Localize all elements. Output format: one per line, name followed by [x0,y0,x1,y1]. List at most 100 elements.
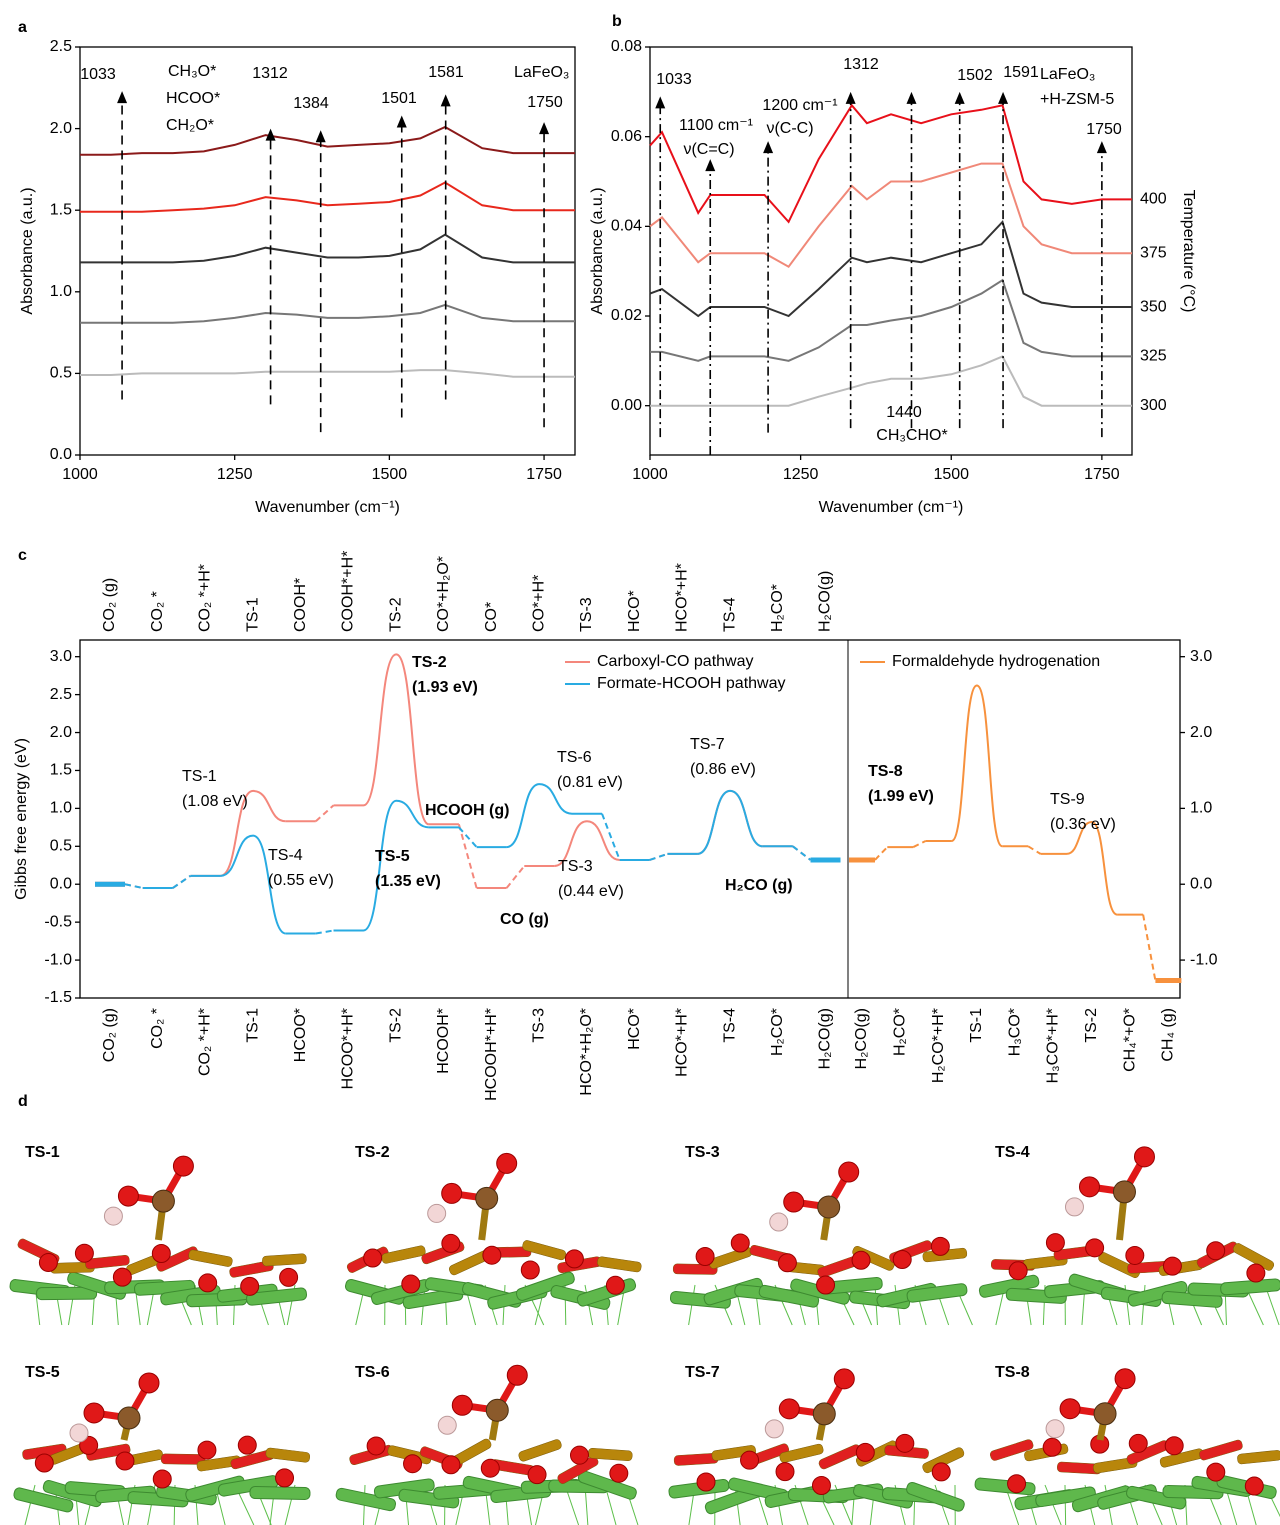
y-tick-label: 1.0 [50,800,72,817]
structure-label: TS-6 [355,1364,390,1381]
structure-label: TS-4 [995,1144,1030,1161]
structure-image [975,1369,1280,1525]
arrow-head [397,116,407,128]
annotation: 1384 [293,95,329,112]
x-tick-label: 1750 [1084,466,1120,483]
o-atom [834,1369,854,1389]
panel-label: a [18,19,27,36]
bottom-category-label: HCOOH* [435,1008,452,1074]
arrow-head [705,159,715,171]
spectrum-line [650,280,1132,361]
o-atom [1207,1242,1225,1260]
top-category-label: COOH* [292,578,309,632]
x-tick-label: 1250 [217,466,253,483]
o-atom [776,1463,794,1481]
x-tick-label: 1250 [783,466,819,483]
o-atom [696,1248,714,1266]
structure-image [9,1156,307,1325]
bottom-category-label: TS-2 [387,1008,404,1043]
o-atom [404,1455,422,1473]
transition-state [1067,822,1118,915]
structure-label: TS-2 [355,1144,390,1161]
bottom-category-label: H₂CO* [769,1008,786,1056]
o-atom [276,1469,294,1487]
o-atom [241,1277,259,1295]
x-axis-label: Wavenumber (cm⁻¹) [255,499,400,516]
y-tick-label: 0.02 [611,307,642,324]
o-atom [606,1276,624,1294]
energy-annotation: (0.86 eV) [690,761,756,778]
bottom-category-label: H₂CO(g) [817,1008,834,1069]
annotation: 1750 [527,94,563,111]
o-atom [1008,1475,1026,1493]
energy-annotation: (0.55 eV) [268,872,334,889]
c-atom [813,1403,835,1425]
o-atom [113,1268,131,1286]
y-tick-label: -1.0 [44,951,72,968]
o-atom [731,1234,749,1252]
bottom-category-label: CO₂ (g) [101,1008,118,1062]
top-category-label: CO*+H* [531,575,548,632]
connector [1028,846,1040,854]
y-tick-label: 0.5 [50,365,72,382]
o-atom [1115,1369,1135,1389]
panel-label: b [612,13,622,30]
arrow-head [655,96,665,108]
energy-annotation: (0.44 eV) [558,883,624,900]
annotation: 1100 cm⁻¹ [679,117,753,134]
axis-frame [80,640,1180,998]
o-atom [173,1156,193,1176]
connector [602,814,620,860]
o-atom [839,1162,859,1182]
x-tick-label: 1500 [933,466,969,483]
bottom-category-label: H₃CO*+H* [1045,1008,1062,1083]
y2-tick-label: 3.0 [1190,648,1212,665]
o-atom [697,1473,715,1491]
bottom-category-label: HCOO* [292,1008,309,1062]
o-atom [817,1276,835,1294]
arrow-head [846,92,856,104]
arrow-head [763,141,773,153]
o-atom [1163,1257,1181,1275]
top-category-label: CO₂ *+H* [197,564,214,632]
energy-annotation: (1.08 eV) [182,793,248,810]
annotation: 1750 [1086,121,1122,138]
energy-annotation: (1.99 eV) [868,788,934,805]
o-atom [402,1275,420,1293]
legend-label: Formate-HCOOH pathway [597,675,786,692]
c-atom [476,1187,498,1209]
green-bond [975,1478,1036,1496]
bottom-category-label: TS-1 [244,1008,261,1043]
o-atom [139,1373,159,1393]
connector [913,841,925,847]
spectrum-line [80,235,575,263]
y-tick-label: 1.5 [50,762,72,779]
h-atom [70,1424,88,1442]
bottom-category-label: HCOOH*+H* [483,1008,500,1101]
energy-annotation: TS-1 [182,768,217,785]
o-atom [367,1437,385,1455]
top-category-label: H₂CO* [769,584,786,632]
annotation: 1581 [428,64,464,81]
o-atom [84,1403,104,1423]
spectrum-line [650,164,1132,267]
arrow-head [1097,141,1107,153]
bottom-category-label: TS-2 [1083,1008,1100,1043]
arrow-head [539,122,549,134]
o-atom [75,1244,93,1262]
o-atom [852,1251,870,1269]
top-category-label: TS-1 [244,597,261,632]
o-atom [610,1464,628,1482]
h-atom [765,1420,783,1438]
y-tick-label: 2.5 [50,686,72,703]
structure-image [668,1369,965,1525]
energy-annotation: TS-3 [558,858,593,875]
o-atom [812,1476,830,1494]
x-tick-label: 1000 [62,466,98,483]
top-category-label: TS-2 [387,597,404,632]
o-atom [1046,1234,1064,1252]
y-tick-label: 0.0 [50,875,72,892]
o-atom [570,1446,588,1464]
structure-label: TS-7 [685,1364,720,1381]
annotation: 1200 cm⁻¹ [762,97,837,114]
